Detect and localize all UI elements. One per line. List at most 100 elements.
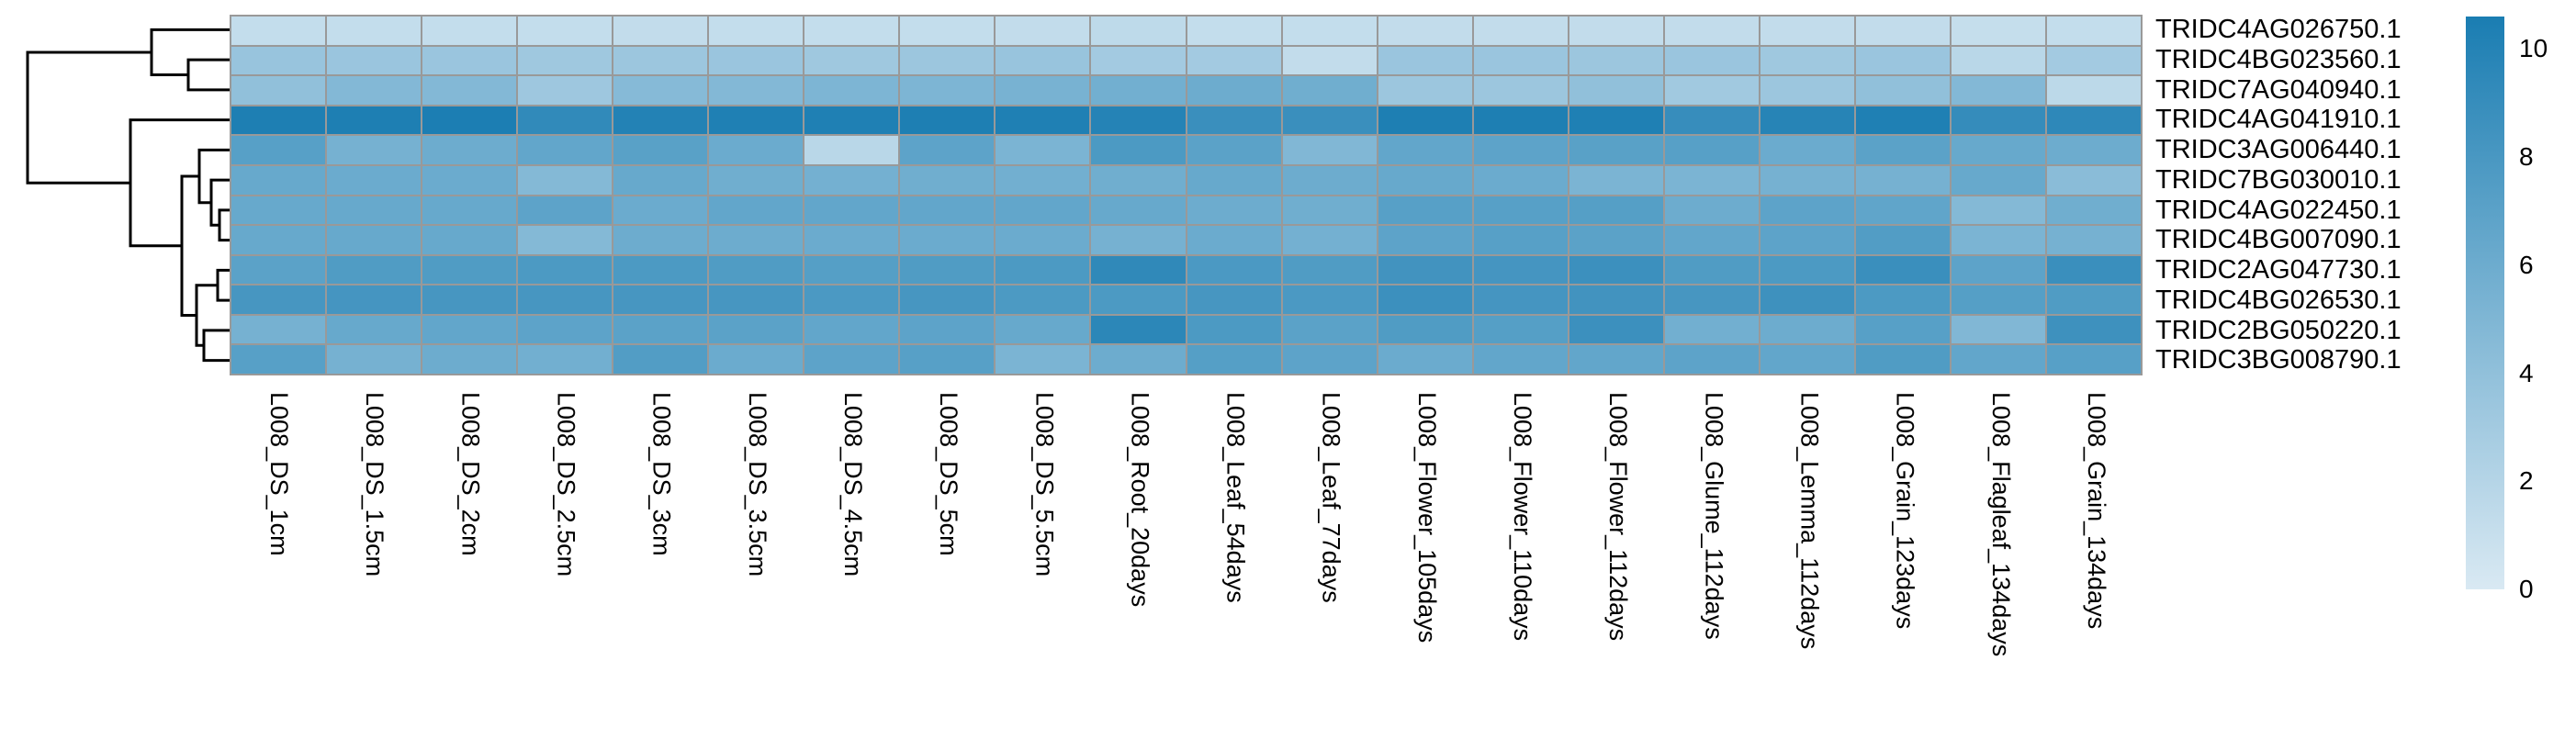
column-label: L008_Root_20days bbox=[1126, 392, 1154, 608]
heatmap-cell bbox=[1473, 165, 1568, 195]
heatmap-cell bbox=[1664, 46, 1759, 75]
colorbar-tick-label: 2 bbox=[2519, 466, 2534, 496]
heatmap-cell bbox=[709, 76, 804, 105]
column-label: L008_DS_5cm bbox=[935, 392, 963, 556]
heatmap-cell bbox=[1951, 17, 2045, 45]
heatmap-cell bbox=[1951, 136, 2045, 164]
heatmap-cell bbox=[900, 285, 995, 314]
heatmap-cell bbox=[1187, 46, 1281, 75]
heatmap-cell bbox=[1569, 345, 1663, 374]
heatmap-cell bbox=[1951, 226, 2045, 254]
heatmap-cell bbox=[1569, 136, 1663, 164]
heatmap-cell bbox=[996, 76, 1090, 105]
heatmap-cell bbox=[709, 345, 804, 374]
heatmap-cell bbox=[996, 17, 1090, 45]
heatmap-cell bbox=[613, 136, 708, 164]
heatmap-cell bbox=[518, 76, 613, 105]
heatmap-grid bbox=[230, 15, 2143, 375]
heatmap-cell bbox=[709, 226, 804, 254]
heatmap-cell bbox=[1282, 46, 1377, 75]
heatmap-cell bbox=[1951, 165, 2045, 195]
heatmap-cell bbox=[1760, 136, 1854, 164]
heatmap-cell bbox=[1569, 46, 1663, 75]
column-label: L008_Grain_123days bbox=[1891, 392, 1919, 630]
heatmap-cell bbox=[1378, 76, 1472, 105]
heatmap-cell bbox=[804, 255, 899, 285]
heatmap-cell bbox=[1187, 345, 1281, 374]
heatmap-cell bbox=[1473, 76, 1568, 105]
heatmap-cell bbox=[1664, 285, 1759, 314]
heatmap-cell bbox=[422, 315, 517, 344]
heatmap-cell bbox=[996, 226, 1090, 254]
heatmap-cell bbox=[231, 17, 326, 45]
heatmap-cell bbox=[1282, 315, 1377, 344]
heatmap-cell bbox=[2046, 196, 2141, 225]
column-label: L008_DS_3cm bbox=[647, 392, 676, 556]
heatmap-cell bbox=[804, 285, 899, 314]
heatmap-cell bbox=[1664, 345, 1759, 374]
heatmap-cell bbox=[1855, 46, 1950, 75]
heatmap-cell bbox=[1855, 136, 1950, 164]
heatmap-cell bbox=[996, 315, 1090, 344]
heatmap-cell bbox=[1664, 226, 1759, 254]
heatmap-cell bbox=[709, 17, 804, 45]
heatmap-cell bbox=[327, 76, 422, 105]
heatmap-cell bbox=[327, 315, 422, 344]
column-label: L008_DS_2cm bbox=[456, 392, 485, 556]
heatmap-cell bbox=[709, 106, 804, 135]
heatmap-cell bbox=[900, 255, 995, 285]
heatmap-cell bbox=[231, 315, 326, 344]
heatmap-cell bbox=[613, 46, 708, 75]
heatmap-cell bbox=[422, 106, 517, 135]
heatmap-cell bbox=[231, 196, 326, 225]
heatmap-cell bbox=[231, 226, 326, 254]
heatmap-cell bbox=[1855, 17, 1950, 45]
heatmap-cell bbox=[900, 226, 995, 254]
heatmap-cell bbox=[1187, 76, 1281, 105]
heatmap-cell bbox=[900, 165, 995, 195]
heatmap-cell bbox=[1378, 136, 1472, 164]
heatmap-cell bbox=[327, 106, 422, 135]
heatmap-cell bbox=[613, 315, 708, 344]
heatmap-cell bbox=[1378, 165, 1472, 195]
heatmap-cell bbox=[1569, 76, 1663, 105]
heatmap-cell bbox=[900, 196, 995, 225]
heatmap-cell bbox=[804, 17, 899, 45]
heatmap-cell bbox=[327, 255, 422, 285]
heatmap-cell bbox=[1664, 255, 1759, 285]
heatmap-cell bbox=[1187, 17, 1281, 45]
heatmap-cell bbox=[1760, 226, 1854, 254]
heatmap-cell bbox=[518, 17, 613, 45]
heatmap-cell bbox=[1569, 315, 1663, 344]
heatmap-cell bbox=[1760, 106, 1854, 135]
heatmap-cell bbox=[1282, 17, 1377, 45]
heatmap-cell bbox=[613, 17, 708, 45]
heatmap-cell bbox=[1378, 226, 1472, 254]
heatmap-cell bbox=[422, 285, 517, 314]
heatmap-cell bbox=[518, 255, 613, 285]
heatmap-cell bbox=[804, 345, 899, 374]
heatmap-cell bbox=[1760, 345, 1854, 374]
heatmap-cell bbox=[1282, 196, 1377, 225]
heatmap-cell bbox=[518, 315, 613, 344]
heatmap-cell bbox=[613, 196, 708, 225]
heatmap-cell bbox=[1760, 46, 1854, 75]
heatmap-cell bbox=[1855, 196, 1950, 225]
heatmap-cell bbox=[1664, 315, 1759, 344]
heatmap-cell bbox=[1760, 255, 1854, 285]
row-label: TRIDC4BG007090.1 bbox=[2155, 225, 2402, 255]
heatmap-cell bbox=[422, 76, 517, 105]
heatmap-cell bbox=[804, 46, 899, 75]
heatmap-cell bbox=[1473, 226, 1568, 254]
heatmap-cell bbox=[996, 136, 1090, 164]
row-label: TRIDC4AG026750.1 bbox=[2155, 15, 2402, 44]
heatmap-cell bbox=[327, 46, 422, 75]
heatmap-cell bbox=[422, 136, 517, 164]
heatmap-cell bbox=[996, 46, 1090, 75]
heatmap-cell bbox=[613, 255, 708, 285]
row-label: TRIDC4BG026530.1 bbox=[2155, 285, 2402, 315]
heatmap-cell bbox=[231, 136, 326, 164]
heatmap-cell bbox=[1473, 315, 1568, 344]
heatmap-cell bbox=[1091, 345, 1186, 374]
heatmap-cell bbox=[1664, 136, 1759, 164]
